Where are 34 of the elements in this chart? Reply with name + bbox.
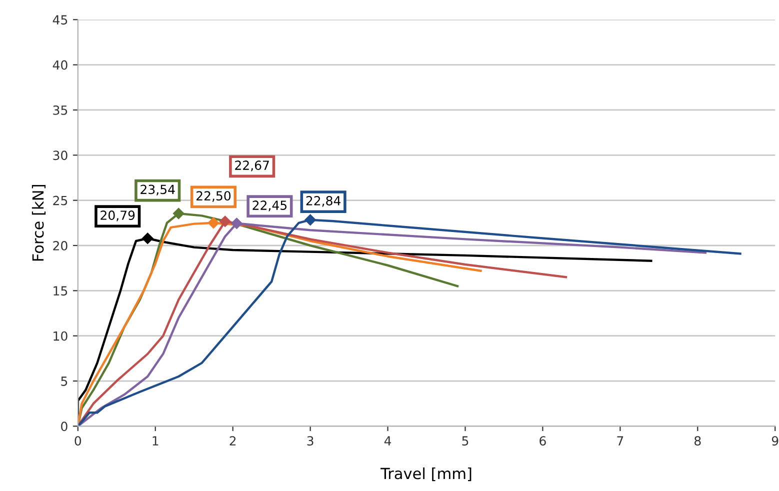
y-tick-label: 0 [61, 422, 68, 432]
x-tick-label: 6 [540, 436, 546, 446]
y-tick-label: 5 [61, 376, 68, 386]
annotation: 23,54 [140, 184, 175, 196]
point [208, 217, 220, 229]
y-tick-label: 40 [52, 60, 68, 70]
point [304, 214, 316, 226]
y-tick-label: 10 [54, 331, 68, 341]
x-tick-label: 9 [772, 436, 778, 446]
y-axis-title: Force [kN] [32, 185, 46, 261]
x-tick-label: 5 [462, 436, 468, 446]
annotation: 22,50 [196, 191, 231, 202]
annotation: 22,67 [235, 160, 269, 172]
y-tick-label: 15 [54, 286, 68, 296]
annotation: 20,79 [100, 210, 135, 222]
y-tick-label: 25 [53, 196, 68, 206]
x-tick-label: 2 [230, 436, 236, 446]
y-tick-label: 30 [53, 150, 68, 160]
x-tick-label: 3 [307, 436, 314, 446]
x-axis-title: Travel [mm] [380, 467, 472, 482]
point [142, 232, 154, 244]
x-tick-label: 0 [74, 436, 82, 446]
x-tick-label: 7 [617, 436, 624, 446]
point [173, 208, 184, 220]
point [219, 216, 231, 227]
y-tick-label: 45 [52, 15, 68, 25]
x-tick-label: 1 [152, 436, 158, 446]
x-tick-label: 8 [694, 436, 701, 446]
x-tick-label: 4 [384, 436, 392, 446]
y-tick-label: 35 [53, 105, 68, 115]
point [231, 218, 242, 229]
annotation: 22,84 [306, 196, 340, 207]
annotation: 22,45 [252, 200, 287, 212]
y-tick-label: 20 [53, 240, 68, 250]
